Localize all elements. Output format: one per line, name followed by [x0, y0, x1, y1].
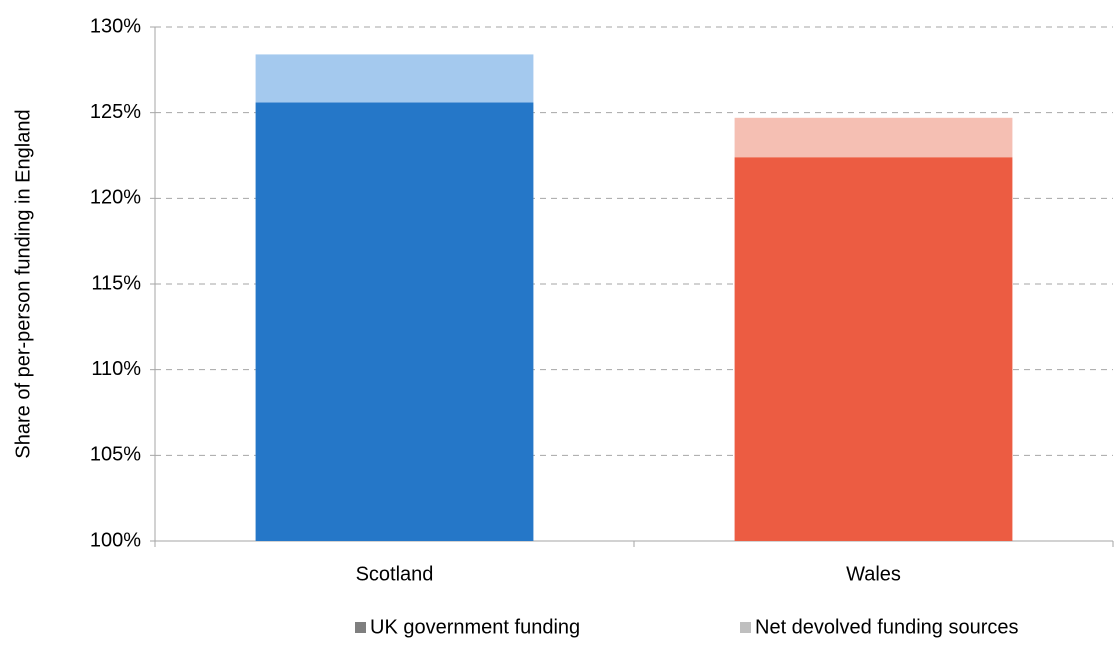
- legend-swatch: [740, 622, 751, 633]
- y-tick-label: 115%: [91, 272, 141, 294]
- x-tick-label: Wales: [846, 563, 901, 585]
- bar-segment: [255, 102, 534, 542]
- y-tick-label: 105%: [90, 444, 141, 466]
- bar-segment: [255, 54, 534, 103]
- y-tick-label: 120%: [90, 187, 141, 209]
- legend-label: UK government funding: [370, 616, 580, 638]
- legend-swatch: [355, 622, 366, 633]
- y-tick-label: 110%: [91, 358, 141, 380]
- y-tick-label: 130%: [90, 15, 141, 37]
- y-tick-label: 125%: [90, 101, 141, 123]
- x-tick-label: Scotland: [356, 563, 434, 585]
- y-axis-title: Share of per-person funding in England: [12, 109, 34, 458]
- bar-segment: [734, 117, 1013, 158]
- y-tick-label: 100%: [90, 529, 141, 551]
- bar-segment: [734, 157, 1013, 542]
- legend-label: Net devolved funding sources: [755, 616, 1019, 638]
